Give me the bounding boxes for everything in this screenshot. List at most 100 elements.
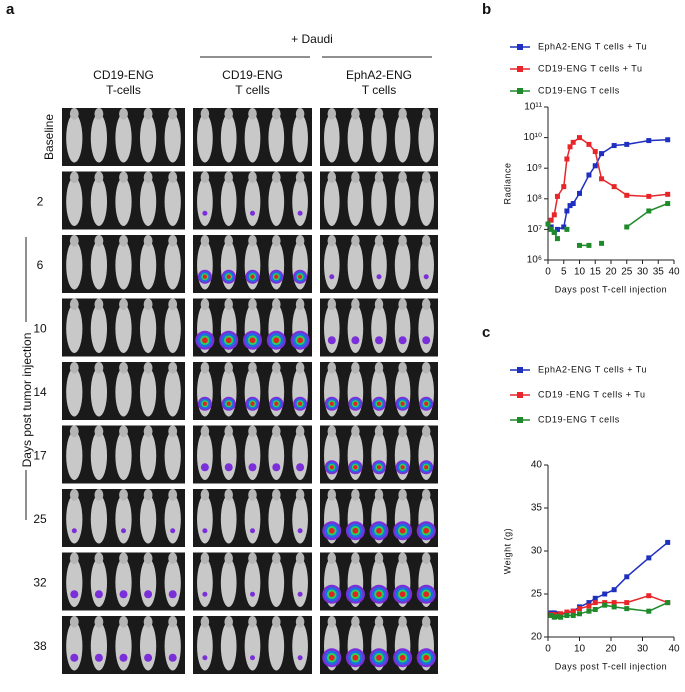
mouse-head [224, 171, 233, 184]
signal [424, 465, 429, 470]
point [624, 224, 630, 230]
mouse [115, 304, 132, 354]
mouse-head [272, 235, 281, 247]
point [551, 229, 557, 235]
series-line [551, 541, 669, 616]
mouse-head [119, 552, 128, 565]
point [570, 608, 576, 614]
mouse [115, 621, 132, 671]
mouse [292, 113, 308, 163]
mouse [90, 431, 108, 481]
signal [422, 336, 431, 345]
signal [71, 528, 77, 534]
mouse-head [94, 362, 104, 374]
point [665, 539, 671, 545]
signal [202, 591, 208, 597]
point [646, 608, 652, 614]
mouse-head [272, 362, 281, 374]
mouse [115, 494, 132, 544]
group-label: + Daudi [291, 32, 333, 46]
mouse-head [248, 171, 257, 184]
mouse-head [398, 362, 407, 374]
signal [250, 210, 255, 216]
mouse-head [200, 235, 210, 247]
point [646, 593, 652, 599]
point [564, 609, 570, 615]
column-header: CD19-ENG [222, 68, 283, 82]
mouse-head [168, 362, 178, 374]
mouse-head [398, 552, 407, 565]
mouse [292, 621, 308, 671]
mouse [90, 113, 108, 163]
mouse-head [143, 616, 153, 628]
mouse [220, 621, 237, 671]
y-tick-label: 10¹⁰ [524, 132, 542, 143]
mouse [324, 113, 340, 163]
y-tick-label: 35 [531, 503, 543, 514]
mouse [268, 431, 285, 481]
point [665, 191, 671, 197]
signal [94, 590, 103, 599]
signal [226, 274, 231, 279]
point [586, 141, 592, 147]
mouse-head [119, 298, 128, 311]
mouse [268, 113, 285, 163]
signal [274, 274, 279, 279]
signal [248, 463, 257, 472]
mouse-head [398, 235, 407, 247]
mouse-head [374, 171, 384, 184]
mouse [324, 240, 340, 290]
mouse-head [143, 171, 153, 184]
point [624, 192, 630, 198]
mouse-head [143, 552, 153, 565]
point [577, 611, 582, 617]
signal [250, 591, 255, 597]
point [646, 193, 652, 199]
mouse [164, 304, 181, 354]
mouse [347, 177, 364, 227]
mouse [220, 558, 237, 608]
point [564, 226, 570, 232]
legend-label: CD19-ENG T cells [538, 85, 620, 95]
column-header: CD19-ENG [93, 68, 154, 82]
mouse-head [327, 616, 337, 628]
signal [119, 653, 128, 662]
row-label: 14 [33, 385, 47, 399]
signal [351, 336, 360, 345]
signal [398, 336, 407, 345]
mouse-head [374, 298, 384, 311]
mouse-head [351, 235, 360, 247]
mouse-head [295, 108, 305, 120]
x-tick-label: 25 [621, 267, 633, 278]
point [624, 606, 630, 612]
signal [200, 463, 209, 472]
y-tick-label: 30 [531, 546, 543, 557]
mouse [90, 494, 108, 544]
mouse-head [295, 489, 305, 501]
mouse [90, 304, 108, 354]
mouse-head [327, 489, 337, 501]
mouse-head [295, 552, 305, 565]
point [599, 176, 605, 182]
y-tick-label: 10⁸ [527, 193, 542, 204]
mouse-head [295, 616, 305, 628]
row-label: 17 [33, 449, 47, 463]
mouse [139, 621, 157, 671]
point [551, 614, 557, 620]
mouse-head [224, 362, 233, 374]
signal [250, 274, 255, 279]
mouse [197, 621, 213, 671]
mouse [66, 113, 83, 163]
point [624, 574, 630, 580]
mouse-head [295, 171, 305, 184]
mouse-head [374, 362, 384, 374]
mouse-head [200, 552, 210, 565]
mouse-head [248, 552, 257, 565]
mouse-head [200, 298, 210, 311]
x-tick-label: 5 [561, 267, 567, 278]
signal [376, 401, 382, 406]
row-label: 32 [33, 576, 47, 590]
mouse [418, 113, 434, 163]
mouse-head [94, 171, 104, 184]
mouse-head [272, 108, 281, 120]
